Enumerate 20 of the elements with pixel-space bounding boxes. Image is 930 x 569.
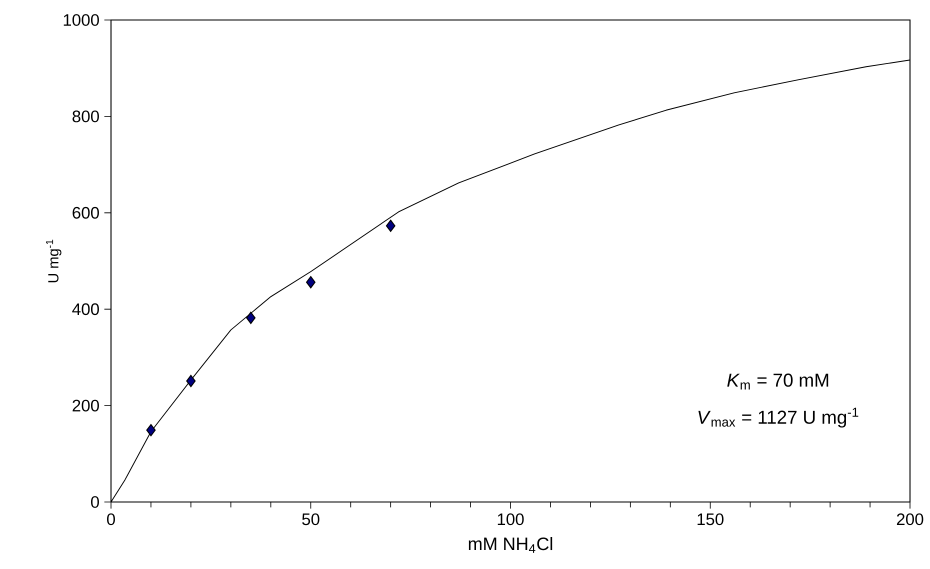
y-axis-title: U mg$^{-1}$	[46, 240, 62, 282]
point	[386, 220, 396, 232]
x-tick-label: 50	[302, 513, 320, 526]
annotation: K$_{m}$ = 70 mM	[727, 374, 828, 390]
point	[146, 424, 156, 436]
point	[186, 374, 196, 388]
y-tick-label: 200	[72, 400, 99, 412]
y-tick-label: 0	[91, 496, 99, 508]
x-axis-title: mM NH$_{4}$Cl	[468, 536, 552, 553]
point	[306, 276, 316, 288]
x-tick-label: 0	[107, 513, 115, 526]
x-tick-label: 200	[896, 513, 924, 526]
annotation: V$_{max}$ = 1127 U mg$^{-1}$	[698, 408, 858, 428]
x-tick-label: 150	[698, 513, 724, 526]
point	[246, 312, 256, 324]
y-tick-label: 1000	[64, 14, 99, 26]
y-tick-label: 800	[72, 110, 99, 122]
y-tick-label: 600	[72, 206, 99, 219]
y-tick-label: 400	[72, 303, 99, 316]
x-tick-label: 100	[498, 513, 524, 526]
